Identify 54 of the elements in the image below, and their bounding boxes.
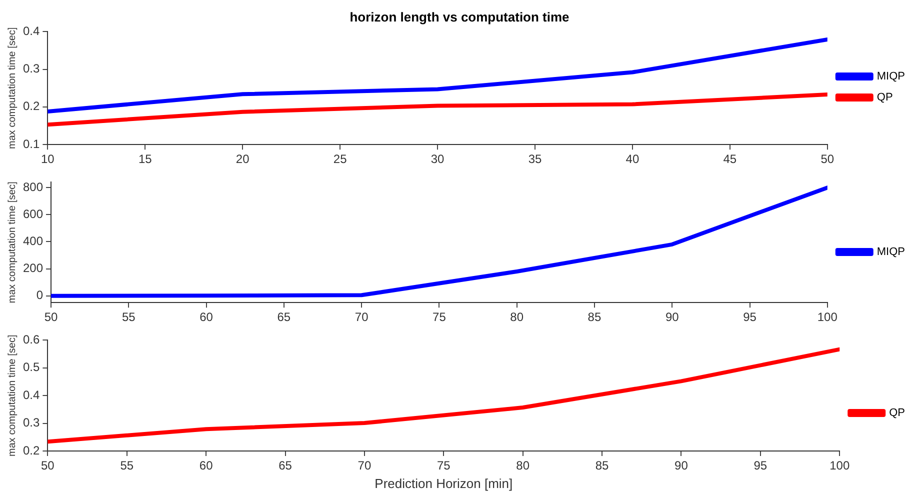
- y-tick-label: 0.4: [22, 388, 40, 402]
- x-tick-label: 65: [277, 310, 291, 324]
- x-tick-label: 75: [432, 310, 446, 324]
- y-axis-title: max computation time [sec]: [6, 27, 18, 149]
- x-tick-label: 20: [236, 152, 250, 166]
- x-tick-label: 70: [354, 310, 369, 324]
- x-tick-label: 90: [665, 310, 680, 324]
- y-tick-label: 600: [22, 206, 44, 221]
- legend-label: QP: [876, 92, 893, 104]
- y-tick-label: 0.6: [22, 332, 40, 347]
- y-tick-label: 0.5: [22, 360, 40, 374]
- x-tick-label: 60: [200, 310, 214, 324]
- x-tick-label: 80: [516, 458, 530, 473]
- y-tick-label: 0.2: [22, 443, 40, 458]
- x-tick-label: 40: [626, 152, 640, 166]
- x-tick-label: 15: [138, 152, 152, 166]
- x-tick-label: 45: [723, 152, 737, 166]
- x-tick-label: 10: [41, 152, 55, 166]
- y-tick-label: 800: [22, 180, 44, 194]
- y-axis-title: max computation time [sec]: [6, 181, 18, 304]
- x-tick-label: 50: [41, 458, 55, 473]
- x-tick-label: 60: [199, 458, 214, 473]
- x-tick-label: 25: [333, 152, 348, 166]
- x-tick-label: 75: [436, 458, 451, 473]
- y-tick-label: 0.4: [22, 24, 40, 38]
- x-tick-label: 80: [510, 310, 524, 324]
- x-tick-label: 95: [743, 310, 757, 324]
- x-tick-label: 100: [830, 458, 850, 473]
- x-tick-label: 55: [122, 310, 136, 324]
- x-tick-label: 50: [820, 152, 834, 166]
- x-tick-label: 90: [674, 458, 688, 473]
- x-tick-label: 95: [754, 458, 768, 473]
- x-tick-label: 50: [44, 310, 58, 324]
- y-tick-label: 200: [22, 261, 44, 276]
- y-axis-title: max computation time [sec]: [6, 334, 18, 456]
- x-tick-label: 30: [430, 152, 445, 166]
- legend-label: MIQP: [876, 70, 906, 83]
- x-tick-label: 85: [588, 310, 602, 324]
- legend-label: MIQP: [876, 246, 906, 258]
- x-tick-label: 70: [358, 458, 372, 473]
- y-tick-label: 0.2: [22, 99, 40, 114]
- x-tick-label: 65: [278, 458, 292, 473]
- y-tick-label: 0.3: [22, 62, 40, 76]
- legend-label: QP: [889, 407, 906, 420]
- x-tick-label: 100: [817, 310, 838, 324]
- y-tick-label: 400: [22, 234, 44, 248]
- x-tick-label: 35: [528, 152, 542, 166]
- x-tick-label: 55: [120, 458, 134, 473]
- x-axis-title: Prediction Horizon [min]: [374, 476, 513, 491]
- chart-title: horizon length vs computation time: [350, 9, 570, 24]
- y-tick-label: 0.3: [22, 416, 40, 430]
- y-tick-label: 0: [36, 288, 44, 302]
- y-tick-label: 0.1: [22, 136, 40, 151]
- x-tick-label: 85: [595, 458, 610, 473]
